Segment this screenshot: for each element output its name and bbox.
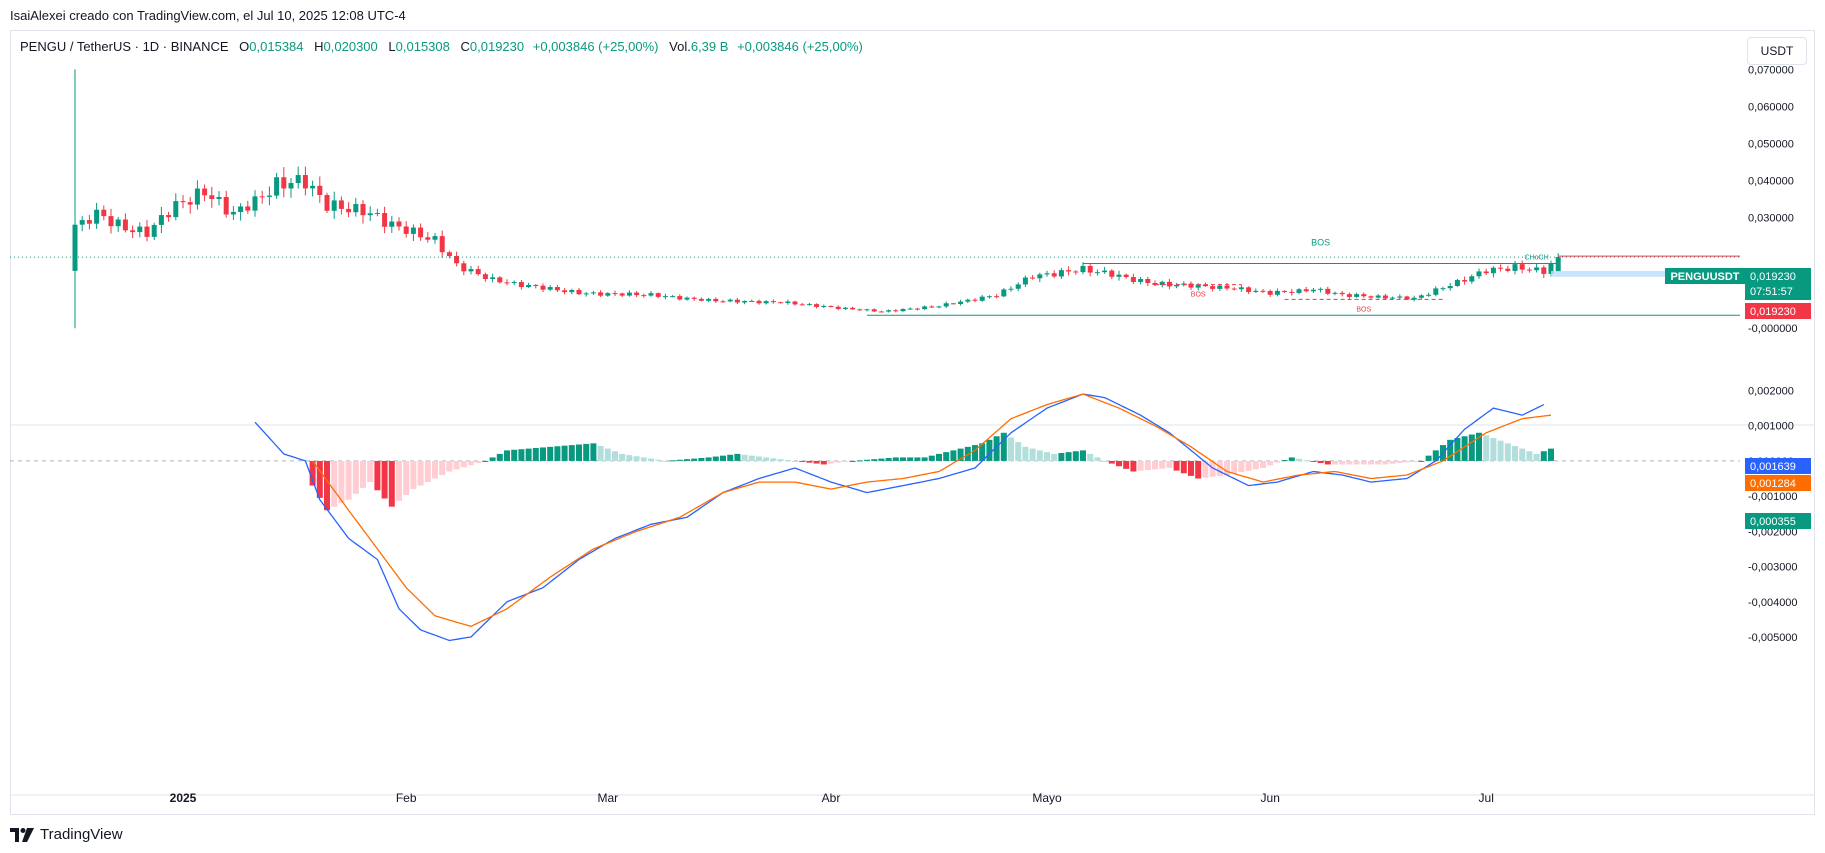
currency-button[interactable]: USDT (1747, 37, 1807, 65)
volume-label: Vol. (669, 39, 691, 54)
tradingview-logo-icon (10, 827, 34, 842)
symbol-legend: PENGU / TetherUS · 1D · BINANCE O0,01538… (20, 39, 863, 54)
close-value: 0,019230 (469, 39, 525, 54)
change-value: +0,003846 (+25,00%) (532, 39, 659, 54)
open-value: 0,015384 (249, 39, 304, 54)
chart-creator-caption: IsaiAlexei creado con TradingView.com, e… (10, 8, 406, 23)
tradingview-footer: TradingView (10, 826, 123, 843)
volume-value: 6,39 B (690, 39, 729, 54)
high-label: H (314, 39, 324, 54)
symbol-name[interactable]: PENGU / TetherUS · 1D · BINANCE (20, 39, 229, 54)
low-value: 0,015308 (395, 39, 450, 54)
close-label: C (460, 39, 470, 54)
low-label: L (388, 39, 396, 54)
chart-frame (10, 30, 1815, 815)
tradingview-brand: TradingView (40, 826, 123, 843)
open-label: O (239, 39, 250, 54)
high-value: 0,020300 (323, 39, 378, 54)
volume-change-value: +0,003846 (+25,00%) (737, 39, 863, 54)
